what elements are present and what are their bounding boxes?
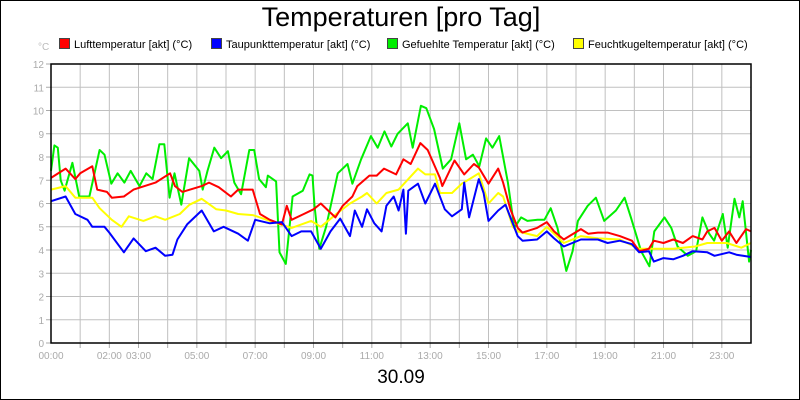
x-axis-label: 30.09 — [377, 367, 425, 388]
x-tick-label: 07:00 — [243, 351, 268, 362]
y-axis-unit: °C — [38, 42, 50, 53]
y-tick-label: 3 — [38, 269, 44, 280]
legend-item-feuchtkugeltemperatur: Feuchtkugeltemperatur [akt] (°C) — [573, 38, 748, 51]
x-tick-label: 03:00 — [126, 351, 151, 362]
plot-border — [50, 63, 752, 344]
legend-swatch — [387, 38, 398, 49]
legend-swatch — [573, 38, 584, 49]
legend-label: Feuchtkugeltemperatur [akt] (°C) — [588, 39, 748, 51]
legend-label: Gefuehlte Temperatur [akt] (°C) — [402, 39, 555, 51]
x-tick-label: 13:00 — [418, 351, 443, 362]
y-tick-label: 7 — [38, 176, 44, 187]
y-tick-label: 4 — [38, 246, 44, 257]
chart-title: Temperaturen [pro Tag] — [261, 2, 541, 32]
y-tick-label: 2 — [38, 293, 44, 304]
x-tick-label: 23:00 — [709, 351, 734, 362]
x-tick-label: 05:00 — [184, 351, 209, 362]
x-tick-label: 21:00 — [651, 351, 676, 362]
legend-item-gefuehlte-temperatur: Gefuehlte Temperatur [akt] (°C) — [387, 38, 555, 51]
y-tick-label: 8 — [38, 153, 44, 164]
y-tick-label: 9 — [38, 130, 44, 141]
x-tick-label: 17:00 — [534, 351, 559, 362]
legend-swatch — [59, 38, 70, 49]
x-tick-label: 02:00 — [97, 351, 122, 362]
series-line-2 — [50, 178, 752, 263]
y-tick-label: 5 — [38, 223, 44, 234]
series-line-1 — [50, 142, 752, 253]
x-tick-label: 15:00 — [476, 351, 501, 362]
legend-item-taupunkttemperatur: Taupunkttemperatur [akt] (°C) — [211, 38, 370, 51]
y-tick-label: 1 — [38, 316, 44, 327]
x-tick-label: 00:00 — [38, 351, 63, 362]
y-tick-label: 10 — [33, 107, 45, 118]
x-tick-label: 09:00 — [301, 351, 326, 362]
y-tick-label: 6 — [38, 200, 44, 211]
legend-label: Lufttemperatur [akt] (°C) — [74, 39, 193, 51]
x-tick-label: 19:00 — [593, 351, 618, 362]
series-line-4 — [50, 167, 752, 250]
series-line-3 — [50, 104, 752, 272]
x-tick-label: 11:00 — [360, 351, 385, 362]
legend-label: Taupunkttemperatur [akt] (°C) — [226, 39, 371, 51]
y-tick-label: 0 — [38, 339, 44, 350]
legend-swatch — [211, 38, 222, 49]
legend-item-lufttemperatur: Lufttemperatur [akt] (°C) — [59, 38, 192, 51]
y-tick-label: 12 — [33, 60, 45, 71]
y-tick-label: 11 — [34, 83, 45, 94]
